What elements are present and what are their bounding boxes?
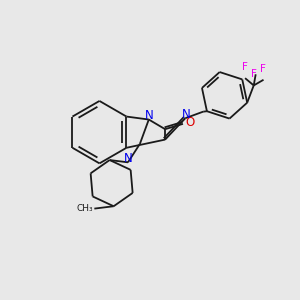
Text: N: N: [182, 107, 190, 121]
Text: F: F: [251, 69, 257, 79]
Text: F: F: [260, 64, 266, 74]
Text: N: N: [145, 109, 154, 122]
Text: O: O: [185, 116, 194, 129]
Text: CH₃: CH₃: [76, 204, 93, 213]
Text: N: N: [124, 152, 133, 165]
Text: F: F: [242, 62, 248, 72]
